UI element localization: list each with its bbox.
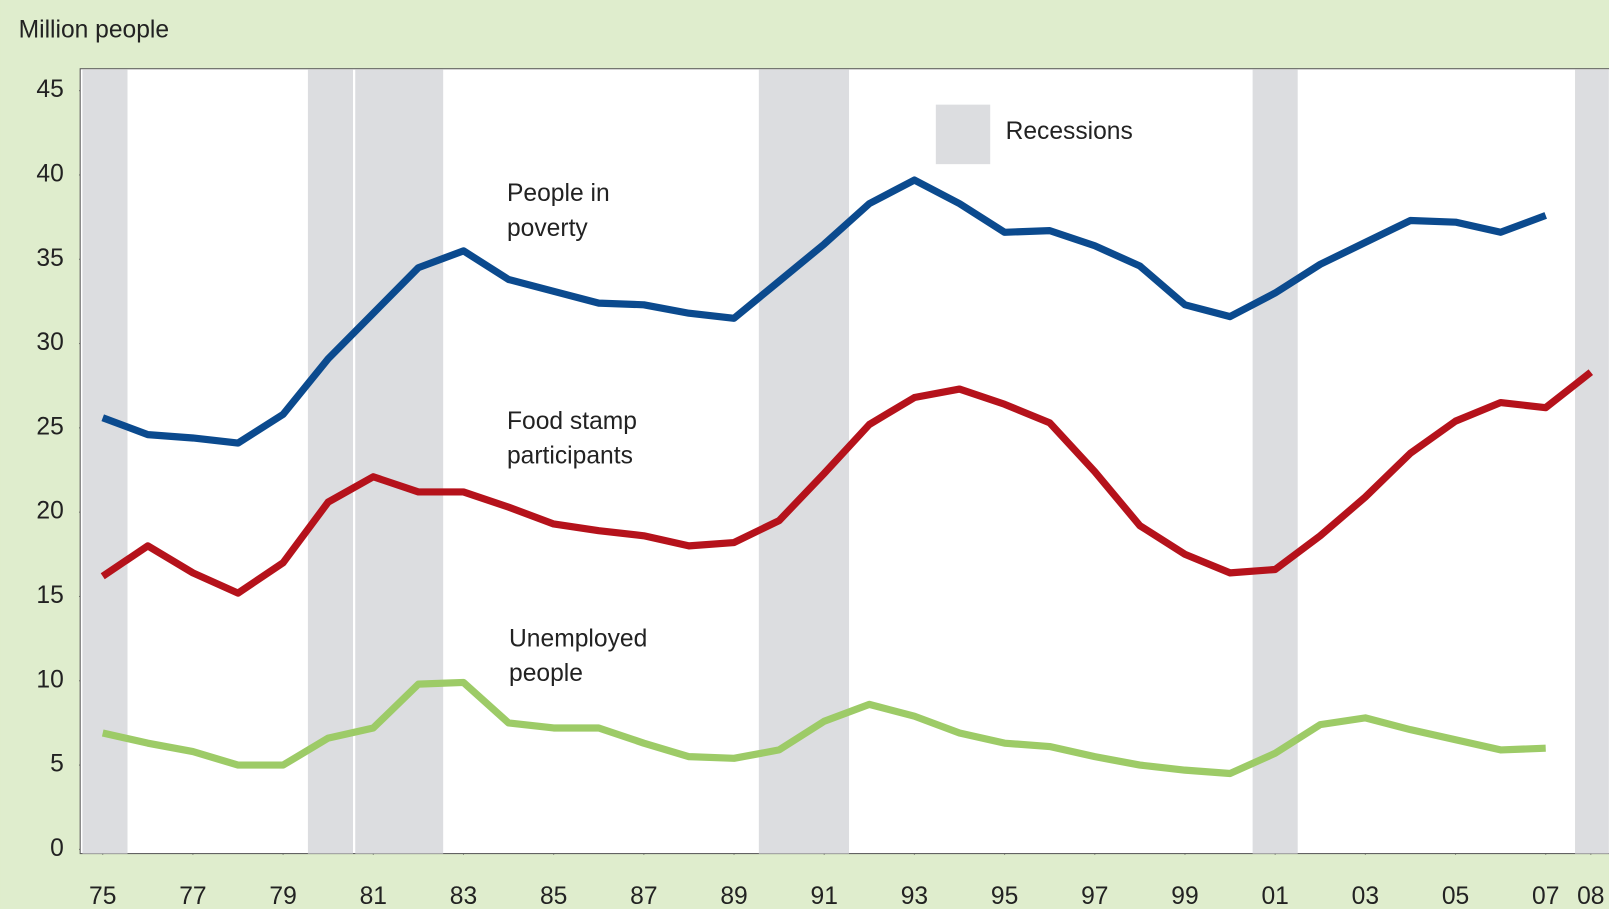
x-tick-label: 03 bbox=[1352, 883, 1379, 909]
x-tick-label: 89 bbox=[720, 883, 747, 909]
series-annotation-box: Food stamp participants bbox=[506, 407, 637, 470]
x-tick-label: 08 bbox=[1577, 883, 1604, 909]
recession-band bbox=[82, 69, 128, 854]
x-tick-label: 93 bbox=[901, 883, 928, 909]
series-line bbox=[100, 369, 1594, 597]
y-tick-label: 25 bbox=[36, 413, 63, 440]
series-annotation: Unemployed people bbox=[509, 624, 648, 688]
x-tick-label: 91 bbox=[811, 883, 838, 909]
series-annotation: People in poverty bbox=[506, 179, 610, 243]
y-tick-label: 15 bbox=[36, 582, 63, 609]
series-annotation: Food stamp participants bbox=[506, 407, 637, 470]
x-tick-label: 07 bbox=[1532, 883, 1559, 909]
y-tick-label: 30 bbox=[36, 329, 63, 356]
x-tick-label: 81 bbox=[360, 883, 387, 909]
series-line bbox=[101, 678, 1546, 778]
y-tick-label: 0 bbox=[50, 835, 64, 862]
y-tick-label: 40 bbox=[36, 160, 63, 187]
recession-band bbox=[307, 69, 353, 854]
y-tick-label: 20 bbox=[36, 498, 63, 525]
x-tick-label: 79 bbox=[269, 883, 296, 909]
recession-band bbox=[355, 69, 444, 854]
recession-band bbox=[1252, 69, 1298, 854]
x-tick-label: 05 bbox=[1442, 883, 1469, 909]
series-annotation-box: Unemployed people bbox=[509, 624, 648, 688]
y-tick-label: 10 bbox=[36, 666, 63, 693]
series-annotation-box: People in poverty bbox=[506, 179, 610, 243]
legend-swatch bbox=[935, 104, 991, 165]
y-axis-label: Million people bbox=[19, 16, 169, 43]
x-tick-label: 99 bbox=[1171, 883, 1198, 909]
x-tick-label: 75 bbox=[89, 883, 116, 909]
x-tick-label: 01 bbox=[1261, 883, 1288, 909]
recession-band bbox=[1575, 69, 1609, 854]
y-tick-label: 35 bbox=[36, 245, 63, 272]
x-tick-label: 83 bbox=[450, 883, 477, 909]
legend-label: Recessions bbox=[1006, 118, 1133, 145]
x-tick-label: 95 bbox=[991, 883, 1018, 909]
x-tick-label: 97 bbox=[1081, 883, 1108, 909]
x-tick-label: 87 bbox=[630, 883, 657, 909]
x-tick-label: 85 bbox=[540, 883, 567, 909]
y-tick-label: 45 bbox=[36, 76, 63, 103]
x-tick-label: 77 bbox=[179, 883, 206, 909]
y-tick-label: 5 bbox=[50, 751, 64, 778]
series-line bbox=[101, 176, 1547, 447]
